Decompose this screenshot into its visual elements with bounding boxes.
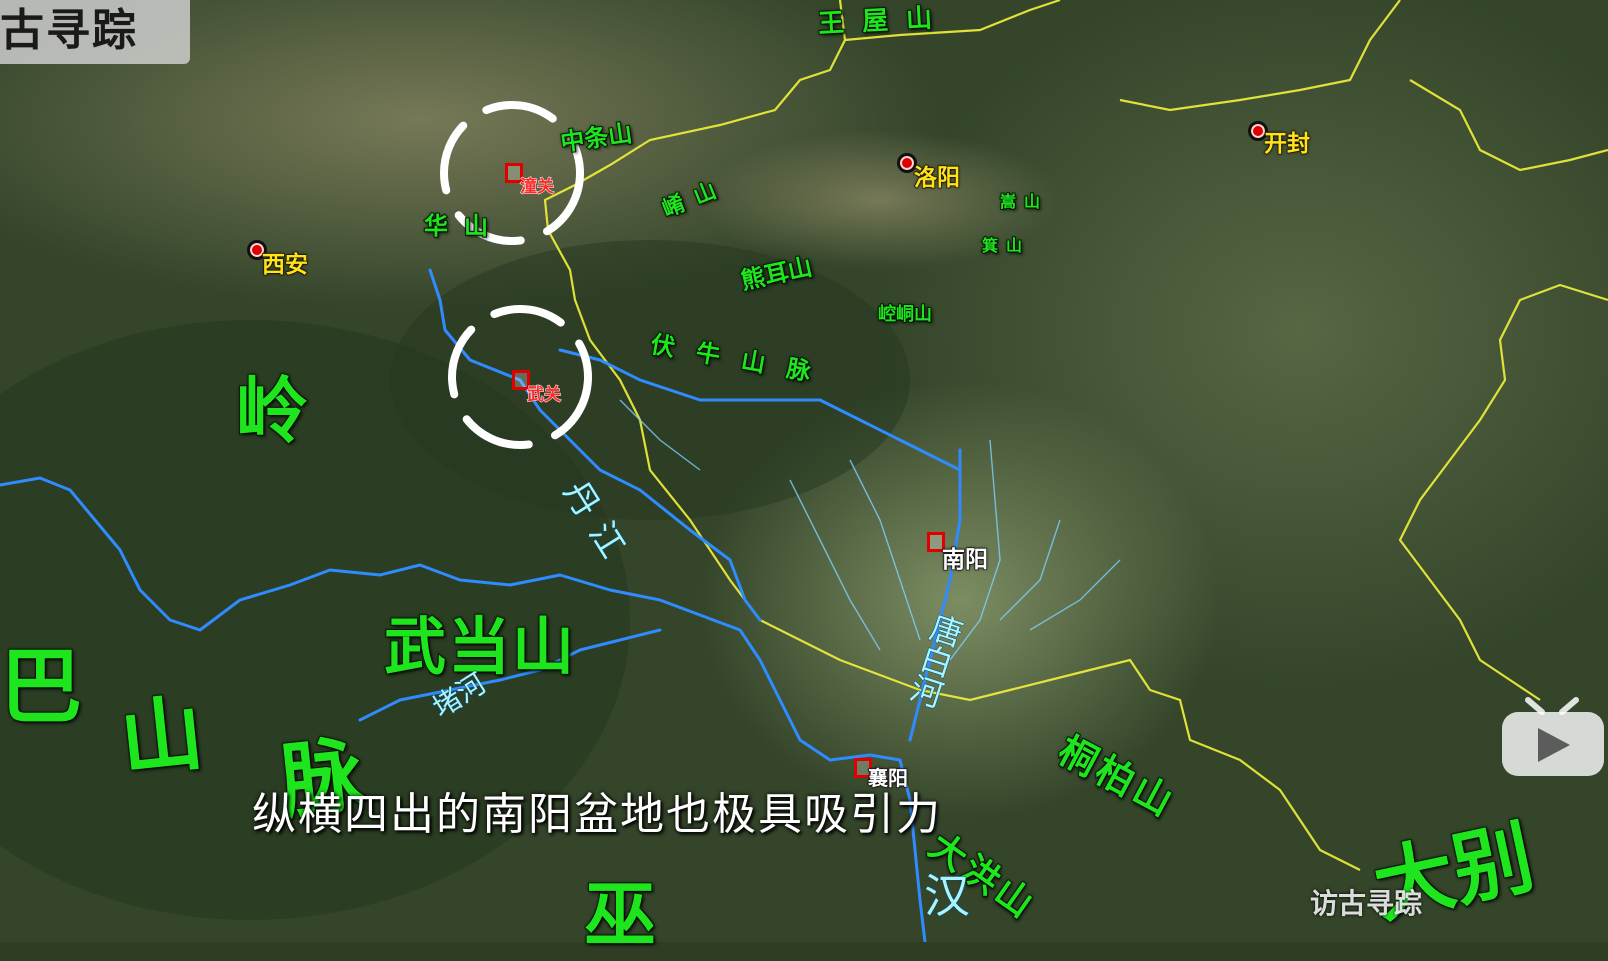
pass-label-wuguan: 武关 (527, 385, 562, 406)
city-pin-kaifeng (1248, 121, 1268, 141)
pass-pin-wuguan (512, 370, 530, 390)
mountain-label-hua: 华山 (423, 211, 504, 241)
city-pin-luoyang (897, 153, 917, 173)
channel-watermark: 访古寻踪 (1310, 887, 1423, 920)
city-pin-xian (247, 240, 267, 260)
mountain-label-daba-1: 巴 (0, 639, 83, 736)
video-subtitle: 纵横四出的南阳盆地也极具吸引力 (252, 789, 942, 840)
city-label-nanyang: 南阳 (941, 546, 989, 574)
city-label-luoyang: 洛阳 (913, 164, 961, 192)
river-label-han: 汉 (924, 869, 971, 924)
city-label-xian: 西安 (261, 251, 309, 279)
mountain-label-wangwu: 王屋山 (816, 2, 951, 41)
mountain-label-ji: 箕山 (981, 235, 1031, 256)
mountain-label-qinling: 岭 (235, 368, 309, 454)
channel-logo: 古寻踪 (0, 0, 190, 64)
play-icon[interactable] (1498, 696, 1608, 780)
mountain-label-song: 嵩山 (999, 191, 1049, 212)
city-label-xiangyang: 襄阳 (867, 765, 909, 791)
pass-pin-tongguan (505, 163, 523, 183)
city-pin-nanyang (927, 532, 945, 552)
channel-logo-text: 古寻踪 (0, 5, 138, 56)
city-label-kaifeng: 开封 (1263, 130, 1311, 158)
pass-label-tongguan: 潼关 (520, 177, 555, 198)
mountain-label-wu: 巫 (583, 872, 657, 958)
mountain-label-kongtong: 崆峒山 (877, 303, 933, 326)
mountain-label-wudang: 武当山 (383, 609, 577, 684)
city-pin-xiangyang (854, 758, 872, 778)
mountain-label-daba-2: 山 (115, 685, 208, 790)
